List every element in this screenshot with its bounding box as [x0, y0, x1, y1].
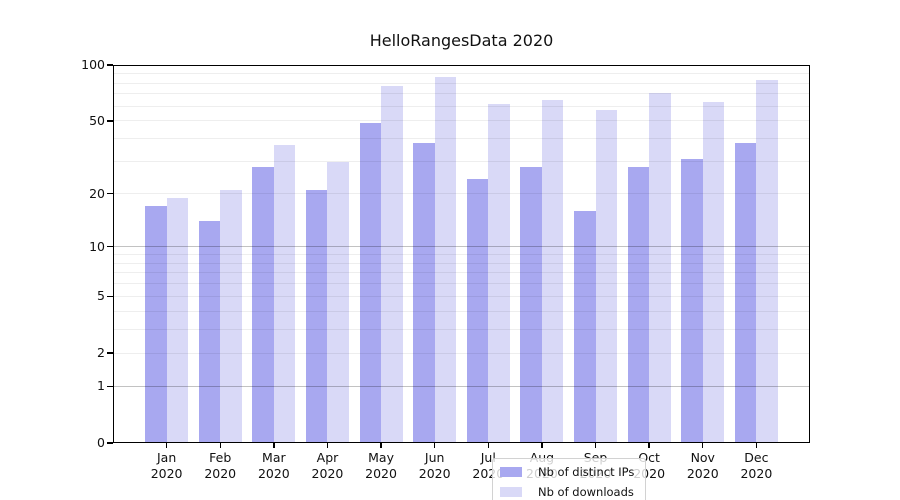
- x-tick-label-may: May 2020: [365, 450, 397, 481]
- x-tick-mark-oct: [648, 443, 650, 448]
- gridline-60: [113, 105, 810, 107]
- gridline-90: [113, 73, 810, 75]
- bar-distinct-ips-oct: [627, 167, 650, 443]
- x-tick-mark-sep: [594, 443, 597, 448]
- x-tick-mark-may: [380, 443, 382, 448]
- bar-downloads-jun: [434, 77, 457, 443]
- bar-distinct-ips-mar: [252, 167, 274, 443]
- bar-distinct-ips-nov: [681, 159, 703, 443]
- gridline-50: [113, 120, 810, 122]
- gridline-70: [113, 93, 810, 95]
- x-tick-label-nov: Nov 2020: [686, 450, 719, 481]
- x-tick-label-jun: Jun 2020: [418, 450, 451, 481]
- bar-downloads-aug: [541, 99, 564, 443]
- y-tick-mark-1: [107, 385, 113, 387]
- bar-downloads-jul: [488, 103, 510, 443]
- x-tick-mark-nov: [702, 443, 704, 448]
- x-tick-mark-mar: [273, 443, 275, 448]
- gridline-30: [113, 161, 810, 163]
- bar-distinct-ips-dec: [734, 142, 757, 443]
- bar-downloads-may: [381, 86, 403, 443]
- bar-distinct-ips-jul: [466, 179, 489, 443]
- gridline-40: [113, 138, 810, 140]
- gridline-1: [113, 385, 810, 387]
- bar-distinct-ips-aug: [520, 167, 542, 443]
- x-tick-label-dec: Dec 2020: [740, 450, 773, 481]
- gridline-2: [113, 352, 810, 354]
- gridline-5: [113, 295, 810, 297]
- bar-downloads-nov: [702, 102, 725, 443]
- y-tick-label-20: 20: [89, 185, 105, 201]
- y-tick-label-1: 1: [97, 378, 105, 394]
- plot-area: Nb of distinct IPs Nb of downloads: [113, 65, 810, 500]
- y-tick-label-5: 5: [97, 288, 105, 304]
- gridline-3: [113, 328, 810, 330]
- bar-downloads-apr: [327, 161, 349, 443]
- y-tick-mark-10: [107, 245, 113, 248]
- x-tick-mark-dec: [755, 443, 758, 448]
- legend-label-downloads: Nb of downloads: [538, 484, 634, 499]
- y-tick-label-50: 50: [89, 112, 105, 128]
- y-tick-label-100: 100: [81, 57, 105, 72]
- chart-title: HelloRangesData 2020: [369, 31, 554, 50]
- x-tick-label-apr: Apr 2020: [311, 450, 344, 481]
- bar-downloads-mar: [273, 145, 296, 443]
- y-tick-mark-20: [107, 192, 113, 195]
- bar-downloads-feb: [220, 189, 242, 443]
- y-tick-label-2: 2: [97, 345, 105, 361]
- bar-distinct-ips-jun: [413, 142, 435, 443]
- bar-distinct-ips-jan: [145, 206, 167, 443]
- legend-item-distinct-ips: Nb of distinct IPs: [500, 463, 634, 480]
- y-tick-mark-2: [107, 352, 113, 354]
- y-tick-mark-100: [107, 64, 113, 66]
- y-tick-label-10: 10: [89, 238, 105, 254]
- gridline-10: [113, 246, 810, 248]
- x-tick-mark-jun: [433, 443, 436, 448]
- x-tick-mark-feb: [219, 443, 221, 448]
- x-tick-mark-jan: [165, 443, 168, 448]
- gridline-80: [113, 82, 810, 84]
- gridline-8: [113, 262, 810, 264]
- bar-downloads-oct: [649, 92, 671, 443]
- gridline-7: [113, 272, 810, 274]
- bar-distinct-ips-may: [359, 122, 382, 443]
- legend-swatch-distinct-ips: [500, 466, 522, 477]
- y-tick-mark-50: [107, 120, 113, 122]
- y-tick-mark-5: [107, 295, 113, 297]
- y-tick-mark-0: [107, 442, 113, 444]
- bar-downloads-dec: [756, 80, 778, 443]
- gridline-9: [113, 253, 810, 255]
- gridline-20: [113, 193, 810, 195]
- legend-item-downloads: Nb of downloads: [500, 483, 634, 500]
- x-tick-label-mar: Mar 2020: [257, 450, 290, 481]
- x-tick-mark-aug: [541, 443, 543, 448]
- bar-downloads-jan: [166, 197, 189, 443]
- x-tick-label-jan: Jan 2020: [150, 450, 183, 481]
- x-tick-mark-jul: [487, 443, 489, 448]
- x-tick-label-feb: Feb 2020: [204, 450, 237, 481]
- gridline-6: [113, 283, 810, 285]
- legend: Nb of distinct IPs Nb of downloads: [492, 458, 647, 500]
- x-tick-mark-apr: [326, 443, 329, 448]
- y-tick-label-0: 0: [97, 435, 105, 450]
- bar-distinct-ips-sep: [574, 210, 596, 443]
- legend-swatch-downloads: [500, 486, 522, 497]
- legend-label-distinct-ips: Nb of distinct IPs: [538, 464, 635, 479]
- bar-distinct-ips-feb: [198, 221, 221, 443]
- gridline-4: [113, 310, 810, 312]
- bar-downloads-sep: [595, 110, 618, 443]
- bar-distinct-ips-apr: [305, 189, 328, 443]
